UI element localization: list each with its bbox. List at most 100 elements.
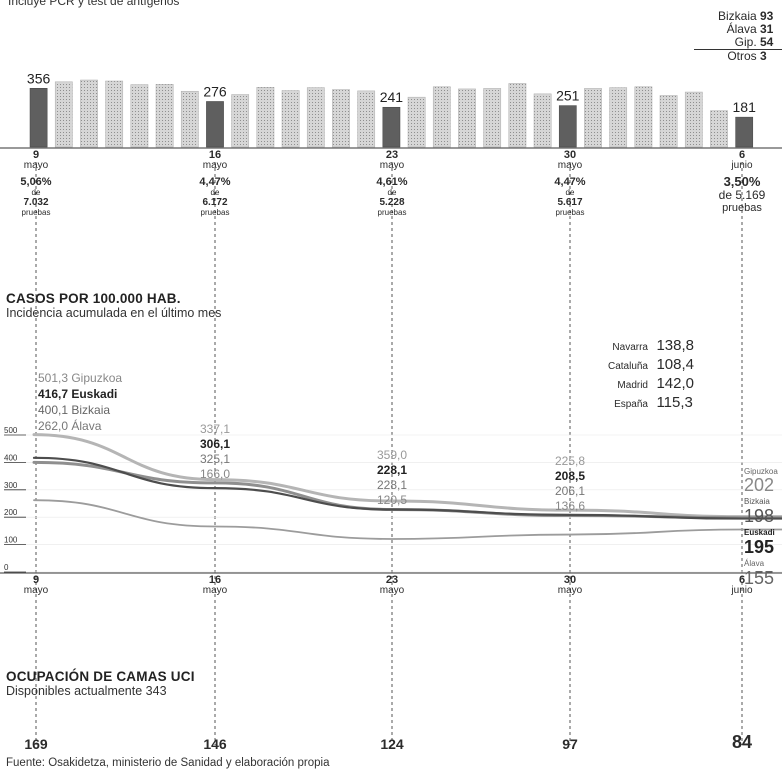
incidence-start-legend: 501,3 Gipuzkoa 416,7 Euskadi 400,1 Bizka… [30,370,122,434]
positivity-de: de [565,188,575,197]
bar-highlighted [382,106,401,148]
mid-label-value: 228,1 [376,463,408,477]
bar [483,88,502,148]
province-legend-row: Gip. 54 [694,36,782,49]
date-month: mayo [379,585,405,596]
end-label-name: Gipuzkoa [744,467,778,476]
comparison-block: Navarra 138,8 Cataluña 108,4 Madrid 142,… [596,337,694,413]
icu-subtitle: Disponibles actualmente 343 [6,684,167,698]
mid-label-value: 228,1 [376,478,408,492]
mid-label-value: 120,5 [376,493,408,507]
bar-highlighted [206,101,224,148]
bar [306,87,325,148]
bar [332,89,350,148]
bar-highlighted [29,88,48,148]
incidence-axis: 0 100 200 300 400 500 [0,426,782,574]
y-tick-label: 400 [4,453,18,462]
bar-highlighted [735,116,754,148]
positivity-item: 23 mayo 4,61% de 5.228 pruebas [357,149,427,218]
end-label-name: Euskadi [744,528,775,537]
comparison-value: 142,0 [656,375,694,392]
bar [710,110,728,148]
date-month: mayo [202,160,228,171]
date-number: 16 [208,574,222,586]
comparison-row: Navarra 138,8 [596,337,694,356]
date-tick: 9 mayo [11,575,61,596]
positivity-tests: 5.617 [557,197,583,208]
start-legend-row: 262,0 Álava [30,418,122,434]
province-value: 54 [760,35,774,49]
date-month: mayo [23,160,49,171]
y-tick-label: 500 [4,426,18,435]
y-tick-label: 100 [4,536,18,545]
positivity-pct: 4,47% [199,176,231,188]
comparison-name: Madrid [617,380,648,391]
bar [659,95,678,148]
date-month: junio [731,160,753,171]
positivity-unit: pruebas [200,208,230,217]
start-legend-row: 400,1 Bizkaia [30,402,122,418]
province-name: Álava [726,22,757,36]
icu-value: 169 [24,736,48,752]
bar [180,90,199,148]
positivity-item: 9 mayo 5,06% de 7.032 pruebas [1,150,71,218]
bar [130,84,149,148]
end-label-value: 155 [744,568,775,587]
province-value: 93 [760,9,774,23]
positivity-pct: 4,61% [376,176,408,188]
incidence-lines [32,433,782,540]
daily-cases-subtitle: Incluye PCR y test de antígenos [8,0,180,8]
date-number: 6 [738,574,746,586]
date-tick: 16 mayo [190,575,240,596]
bar-value-label: 276 [203,83,227,99]
date-number: 30 [563,574,577,586]
date-month: junio [731,585,753,596]
mid-label-group: 225,8 208,5 206,1 136,6 [544,454,596,514]
icu-value: 124 [380,736,404,752]
date-number: 23 [385,149,399,161]
icu-value: 97 [562,736,578,752]
mid-label-value: 206,1 [554,484,586,498]
line-alava [33,499,782,540]
mid-label-value: 208,5 [554,469,586,483]
date-number: 16 [208,149,222,161]
start-legend-name: Gipuzkoa [71,371,123,385]
daily-bars [0,79,782,149]
bar [105,80,124,148]
bar [80,79,98,148]
start-legend-row: 416,7 Euskadi [30,386,122,402]
mid-label-value: 166,0 [199,467,231,481]
icu-value: 84 [731,732,753,752]
incidence-end-labels: Gipuzkoa 202 Bizkaia 198 Euskadi 195 Ála… [744,467,782,587]
positivity-de: de [210,188,220,197]
bar [231,94,250,148]
end-label-value: 198 [744,506,775,526]
positivity-de: de [387,188,397,197]
bar-highlighted [558,105,577,148]
province-name: Bizkaia [717,9,757,23]
positivity-unit: pruebas [722,202,762,214]
positivity-unit: pruebas [377,208,407,217]
positivity-unit: pruebas [21,208,51,217]
bar [54,81,73,148]
bar [584,88,602,148]
province-legend: Bizkaia 93 Álava 31 Gip. 54 Otros 3 [694,10,782,63]
date-tick: 6 junio [717,575,767,596]
positivity-tests: 6.172 [202,197,228,208]
bar [533,93,552,148]
positivity-item: 6 junio 3,50% de 5.169 pruebas [707,150,777,215]
bar [684,91,703,148]
start-legend-value: 400,1 [37,403,68,417]
date-number: 9 [32,574,40,586]
province-value: 31 [760,22,774,36]
bar [281,90,300,148]
mid-label-value: 337,1 [199,422,231,436]
icu-value: 146 [203,736,227,752]
bar [508,83,527,148]
province-legend-row: Otros 3 [694,49,782,63]
date-month: mayo [379,160,405,171]
daily-bar-labels: 356 276 241 251 181 [27,70,756,115]
icu-title: OCUPACIÓN DE CAMAS UCI [6,669,195,684]
